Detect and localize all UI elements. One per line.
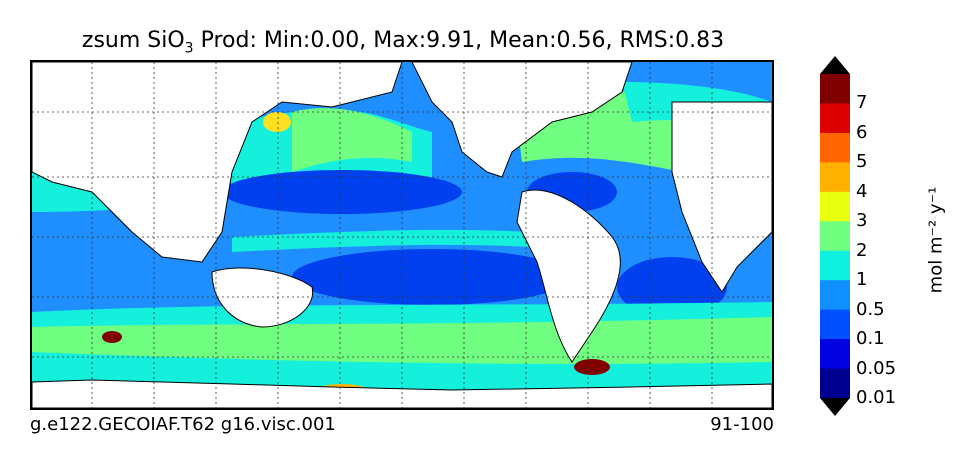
colorbar-tick-label: 4 (856, 180, 868, 202)
colorbar-segment (820, 191, 850, 222)
colorbar-segment (820, 368, 850, 399)
colorbar-tick-label: 1 (856, 269, 868, 291)
indian-ocean-gyre (617, 257, 727, 317)
colorbar-tick-label: 0.5 (856, 298, 885, 320)
year-range: 91-100 (710, 414, 774, 435)
colorbar-tick-label: 7 (856, 92, 868, 114)
colorbar-segment (820, 280, 850, 311)
eurasia (32, 62, 403, 263)
okhotsk-hotspot (263, 112, 291, 132)
colorbar-tick-label: 5 (856, 151, 868, 173)
colorbar-segment (820, 74, 850, 104)
colorbar-extend-top (820, 56, 850, 74)
colorbar-tick-label: 0.1 (856, 328, 885, 350)
colorbar-extend-bottom (820, 398, 850, 416)
equatorial-band (232, 229, 532, 252)
north-pacific-green (292, 108, 412, 172)
colorbar (820, 56, 850, 416)
colorbar-tick-label: 3 (856, 210, 868, 232)
colorbar-segment (820, 250, 850, 281)
run-name: g.e122.GECOIAF.T62 g16.visc.001 (30, 414, 336, 435)
colorbar-segment (820, 162, 850, 193)
africa (671, 101, 772, 293)
australia (211, 267, 314, 328)
map-frame (30, 60, 774, 410)
north-america (411, 62, 633, 178)
colorbar-tick-label: 0.01 (856, 387, 897, 408)
colorbar-units: mol m⁻² y⁻¹ (925, 186, 947, 294)
colorbar-segment (820, 309, 850, 340)
map-title: zsum SiO3 Prod: Min:0.00, Max:9.91, Mean… (30, 28, 776, 56)
world-map (32, 62, 772, 408)
colorbar-tick-label: 0.05 (856, 357, 897, 379)
colorbar-segment (820, 221, 850, 252)
weddell-hotspot (574, 359, 610, 375)
title-subscript: 3 (184, 40, 194, 57)
south-pacific-gyre (292, 249, 572, 305)
southern-hotspot-west (102, 331, 122, 343)
land (32, 62, 772, 408)
colorbar-segment (820, 103, 850, 134)
title-prefix: zsum SiO (81, 28, 185, 53)
colorbar-tick-label: 6 (856, 121, 868, 143)
colorbar-segment (820, 339, 850, 370)
title-suffix: Prod: Min:0.00, Max:9.91, Mean:0.56, RMS… (200, 28, 725, 53)
south-america (516, 189, 621, 363)
colorbar-tick-label: 2 (856, 239, 868, 261)
colorbar-segment (820, 132, 850, 163)
gridlines (32, 62, 772, 408)
